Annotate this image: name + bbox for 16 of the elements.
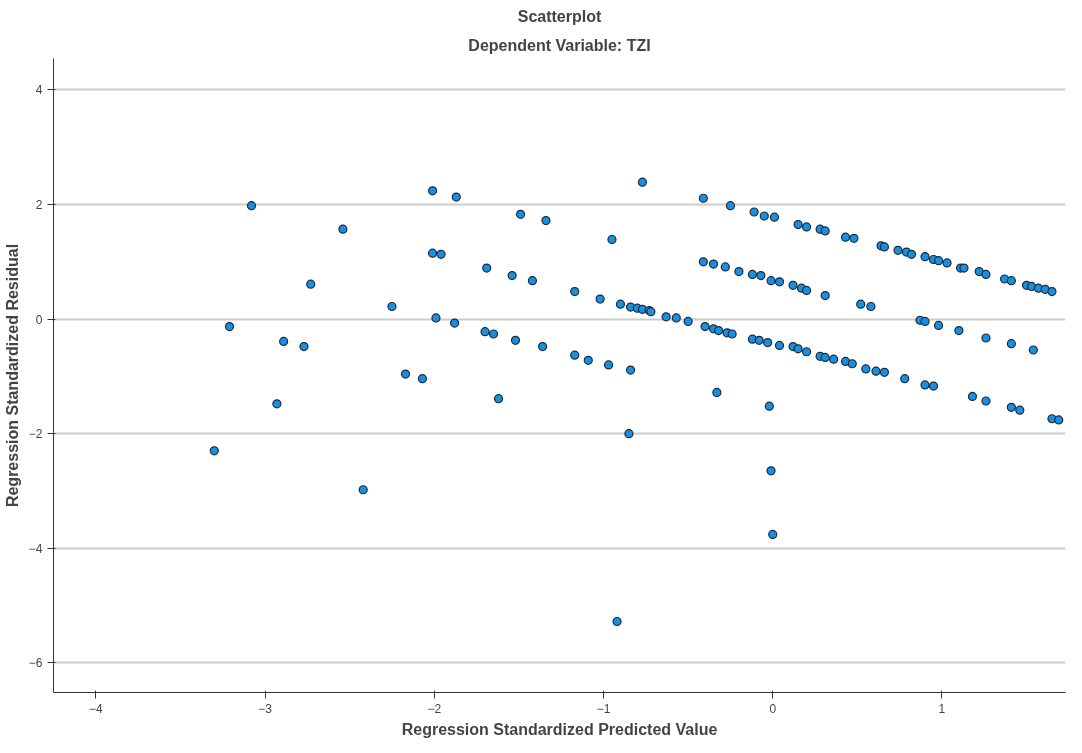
y-tick-label: −4	[28, 541, 43, 556]
y-tick-label: 2	[35, 198, 43, 213]
x-tick-label: 0	[769, 701, 777, 716]
y-tick-label: 0	[35, 312, 43, 327]
chart-subtitle: Dependent Variable: TZI	[468, 36, 651, 54]
x-tick-label: −2	[427, 701, 442, 716]
x-tick-label: −3	[258, 701, 273, 716]
y-tick-label: 4	[35, 83, 43, 98]
x-tick-label: −1	[596, 701, 611, 716]
x-tick-label: −4	[88, 701, 103, 716]
y-tick-label: −6	[28, 656, 43, 671]
y-tick-label: −2	[28, 427, 43, 442]
x-tick-label: 1	[938, 701, 946, 716]
chart-title: Scatterplot	[517, 7, 602, 25]
y-axis-title: Regression Standardized Residual	[3, 243, 21, 508]
x-axis-title: Regression Standardized Predicted Value	[401, 720, 718, 738]
